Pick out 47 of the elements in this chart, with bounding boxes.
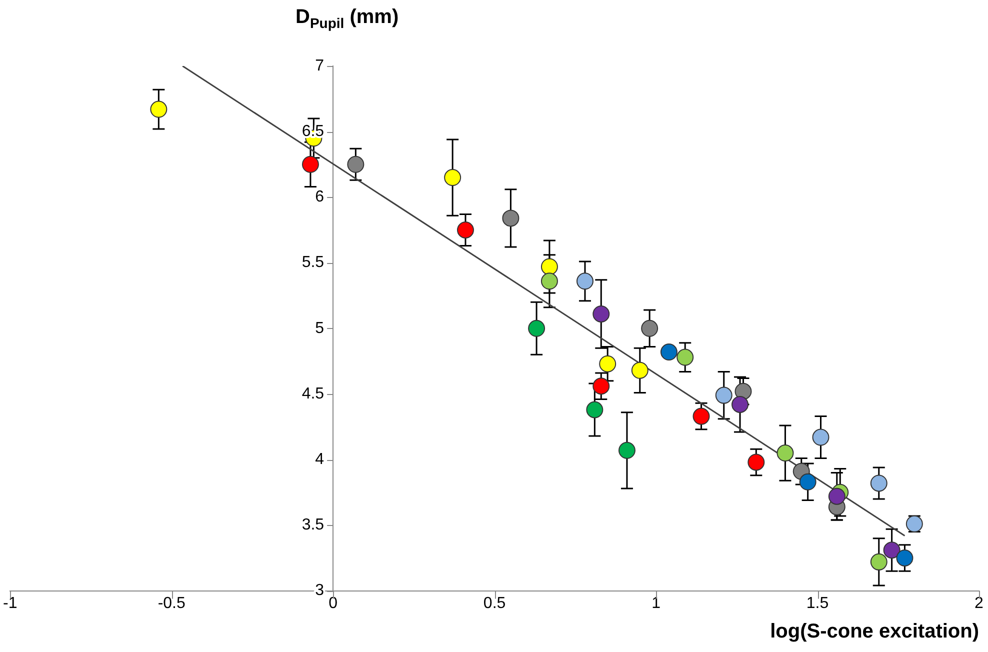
point bbox=[618, 442, 636, 459]
point bbox=[502, 210, 520, 227]
point bbox=[676, 348, 694, 366]
y-tick-label: 5 bbox=[315, 320, 324, 337]
point bbox=[883, 542, 900, 559]
point bbox=[540, 258, 558, 276]
point bbox=[776, 444, 794, 462]
y-tick-label: 6 bbox=[315, 188, 324, 206]
x-tick-label: 1.5 bbox=[806, 594, 829, 612]
point bbox=[812, 428, 830, 446]
point bbox=[870, 553, 888, 570]
point bbox=[592, 378, 610, 395]
x-tick-label: 0 bbox=[328, 594, 338, 612]
point bbox=[828, 488, 846, 505]
y-axis-title: D$_{Pupil}$ (mm) bbox=[295, 6, 399, 31]
point bbox=[641, 320, 658, 337]
x-tick-label: 0.5 bbox=[483, 594, 506, 612]
point bbox=[456, 222, 474, 238]
y-tick-label: 3.5 bbox=[302, 516, 324, 534]
y-tick-label: 4 bbox=[315, 451, 324, 468]
y-tick-label: 7 bbox=[315, 57, 324, 74]
point bbox=[302, 156, 319, 173]
point bbox=[748, 454, 765, 471]
y-tick-label: 3 bbox=[315, 582, 324, 600]
point bbox=[444, 169, 462, 186]
y-tick-label: 4.5 bbox=[302, 385, 324, 402]
point bbox=[540, 272, 558, 290]
point bbox=[732, 396, 749, 413]
x-tick-label: -1 bbox=[2, 594, 18, 612]
point bbox=[660, 344, 678, 361]
point bbox=[631, 362, 648, 379]
point bbox=[692, 408, 710, 425]
point bbox=[592, 305, 610, 322]
x-tick-label: 2 bbox=[974, 594, 984, 612]
point bbox=[586, 401, 604, 418]
x-tick-label: -0.5 bbox=[158, 594, 186, 612]
x-axis-title: log(S-cone excitation) bbox=[770, 620, 979, 643]
point bbox=[896, 550, 914, 566]
point bbox=[870, 474, 888, 492]
point bbox=[576, 272, 594, 290]
point bbox=[599, 355, 616, 372]
point bbox=[528, 320, 546, 337]
point bbox=[347, 156, 364, 173]
y-tick-label: 5.5 bbox=[302, 254, 324, 272]
point bbox=[150, 100, 168, 118]
point bbox=[799, 473, 816, 490]
point bbox=[715, 386, 732, 404]
